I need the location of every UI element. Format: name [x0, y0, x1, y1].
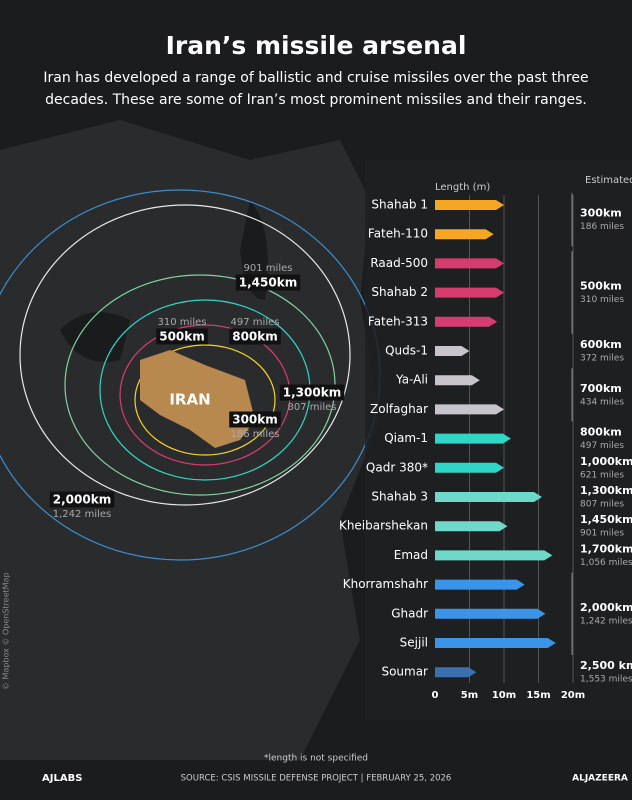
subtitle: Iran has developed a range of ballistic …	[43, 70, 588, 86]
x-tick-label: 10m	[492, 690, 516, 701]
missile-bar	[435, 492, 542, 502]
range-miles: 1,553 miles	[580, 675, 632, 685]
missile-bar	[435, 258, 504, 269]
missile-bar	[435, 550, 553, 561]
missile-name: Shahab 1	[371, 198, 428, 212]
range-miles: 434 miles	[580, 397, 624, 407]
logo: ALJAZEERA	[572, 774, 628, 784]
range-km: 700km	[580, 382, 622, 395]
missile-name: Sejjil	[400, 636, 428, 650]
label-box	[279, 384, 345, 401]
missile-bar	[435, 346, 470, 356]
label-box	[235, 274, 301, 291]
subtitle: decades. These are some of Iran’s most p…	[45, 92, 587, 108]
range-km: 2,000km	[580, 601, 632, 614]
range-km: 1,300km	[580, 484, 632, 497]
missile-bar	[435, 667, 477, 678]
missile-name: Soumar	[381, 665, 428, 679]
range-km: 1,450km	[580, 513, 632, 526]
missile-bar	[435, 433, 511, 444]
missile-name: Ya-Ali	[395, 373, 428, 387]
range-km: 1,700km	[580, 542, 632, 555]
brand: AJLABS	[42, 773, 82, 784]
range-miles: 310 miles	[580, 295, 624, 305]
missile-bar	[435, 462, 504, 473]
map-range-label: 2,000km	[53, 493, 111, 507]
missile-name: Fateh-313	[368, 314, 428, 328]
range-km: 500km	[580, 280, 622, 293]
map: IRAN © Mapbox © OpenStreetMap	[0, 120, 381, 760]
missile-bar	[435, 229, 494, 240]
map-miles-label: 310 miles	[158, 317, 207, 328]
missile-bar	[435, 200, 504, 210]
missile-bar	[435, 608, 546, 619]
map-range-label: 500km	[159, 330, 205, 344]
range-miles: 621 miles	[580, 470, 624, 480]
map-credit: © Mapbox © OpenStreetMap	[2, 572, 11, 690]
missile-bar	[435, 579, 525, 590]
map-miles-label: 1,242 miles	[53, 509, 111, 520]
iran-shape	[140, 350, 255, 448]
range-miles: 1,056 miles	[580, 558, 632, 568]
map-range-label: 1,450km	[239, 276, 297, 290]
range-miles: 1,242 miles	[580, 616, 632, 626]
label-box	[229, 328, 281, 345]
range-miles: 497 miles	[580, 441, 624, 451]
label-box	[156, 328, 208, 345]
missile-bar	[435, 375, 480, 386]
range-miles: 372 miles	[580, 354, 624, 364]
range-km: 800km	[580, 426, 622, 439]
missile-name: Kheibarshekan	[339, 519, 428, 533]
missile-name: Zolfaghar	[370, 402, 428, 416]
missile-name: Shahab 2	[371, 285, 428, 299]
range-km: 2,500 km	[580, 659, 632, 672]
land	[0, 120, 380, 760]
range-km: 600km	[580, 338, 622, 351]
axis-title: Length (m)	[435, 182, 490, 193]
range-km: 1,000km	[580, 455, 632, 468]
range-miles: 807 miles	[580, 500, 624, 510]
label-box	[49, 491, 115, 508]
missile-name: Ghadr	[391, 606, 428, 620]
missile-name: Quds-1	[385, 344, 428, 358]
missile-bar	[435, 287, 504, 298]
missile-name: Qiam-1	[384, 431, 428, 445]
map-range-label: 300km	[232, 413, 278, 427]
source: SOURCE: CSIS MISSILE DEFENSE PROJECT | F…	[181, 774, 452, 784]
map-range-label: 800km	[232, 330, 278, 344]
range-km: 300km	[580, 207, 622, 220]
missile-bar	[435, 404, 504, 415]
missile-bar	[435, 521, 508, 532]
x-tick-label: 0	[432, 690, 439, 701]
range-ring	[19, 204, 351, 506]
missile-name: Shahab 3	[371, 490, 428, 504]
range-miles: 901 miles	[580, 529, 624, 539]
country-label: IRAN	[169, 391, 210, 409]
missile-bar	[435, 638, 556, 648]
x-tick-label: 15m	[526, 690, 550, 701]
missile-name: Qadr 380*	[366, 460, 428, 474]
footnote: *length is not specified	[264, 754, 368, 764]
sea	[60, 312, 130, 362]
map-miles-label: 497 miles	[231, 317, 280, 328]
map-miles-label: 186 miles	[231, 429, 280, 440]
missile-name: Fateh-110	[368, 227, 428, 241]
label-box	[229, 411, 281, 428]
range-ring	[134, 344, 276, 456]
missile-name: Khorramshahr	[343, 577, 428, 591]
missile-name: Emad	[394, 548, 428, 562]
map-miles-label: 807 miles	[288, 402, 337, 413]
missile-name: Raad-500	[370, 256, 428, 270]
missile-bar	[435, 316, 498, 327]
x-tick-label: 5m	[461, 690, 478, 701]
range-miles: 186 miles	[580, 222, 624, 232]
x-tick-label: 20m	[561, 690, 585, 701]
map-range-label: 1,300km	[283, 386, 341, 400]
title: Iran’s missile arsenal	[166, 31, 467, 60]
map-miles-label: 901 miles	[244, 263, 293, 274]
range-title: Estimated range	[585, 175, 632, 186]
